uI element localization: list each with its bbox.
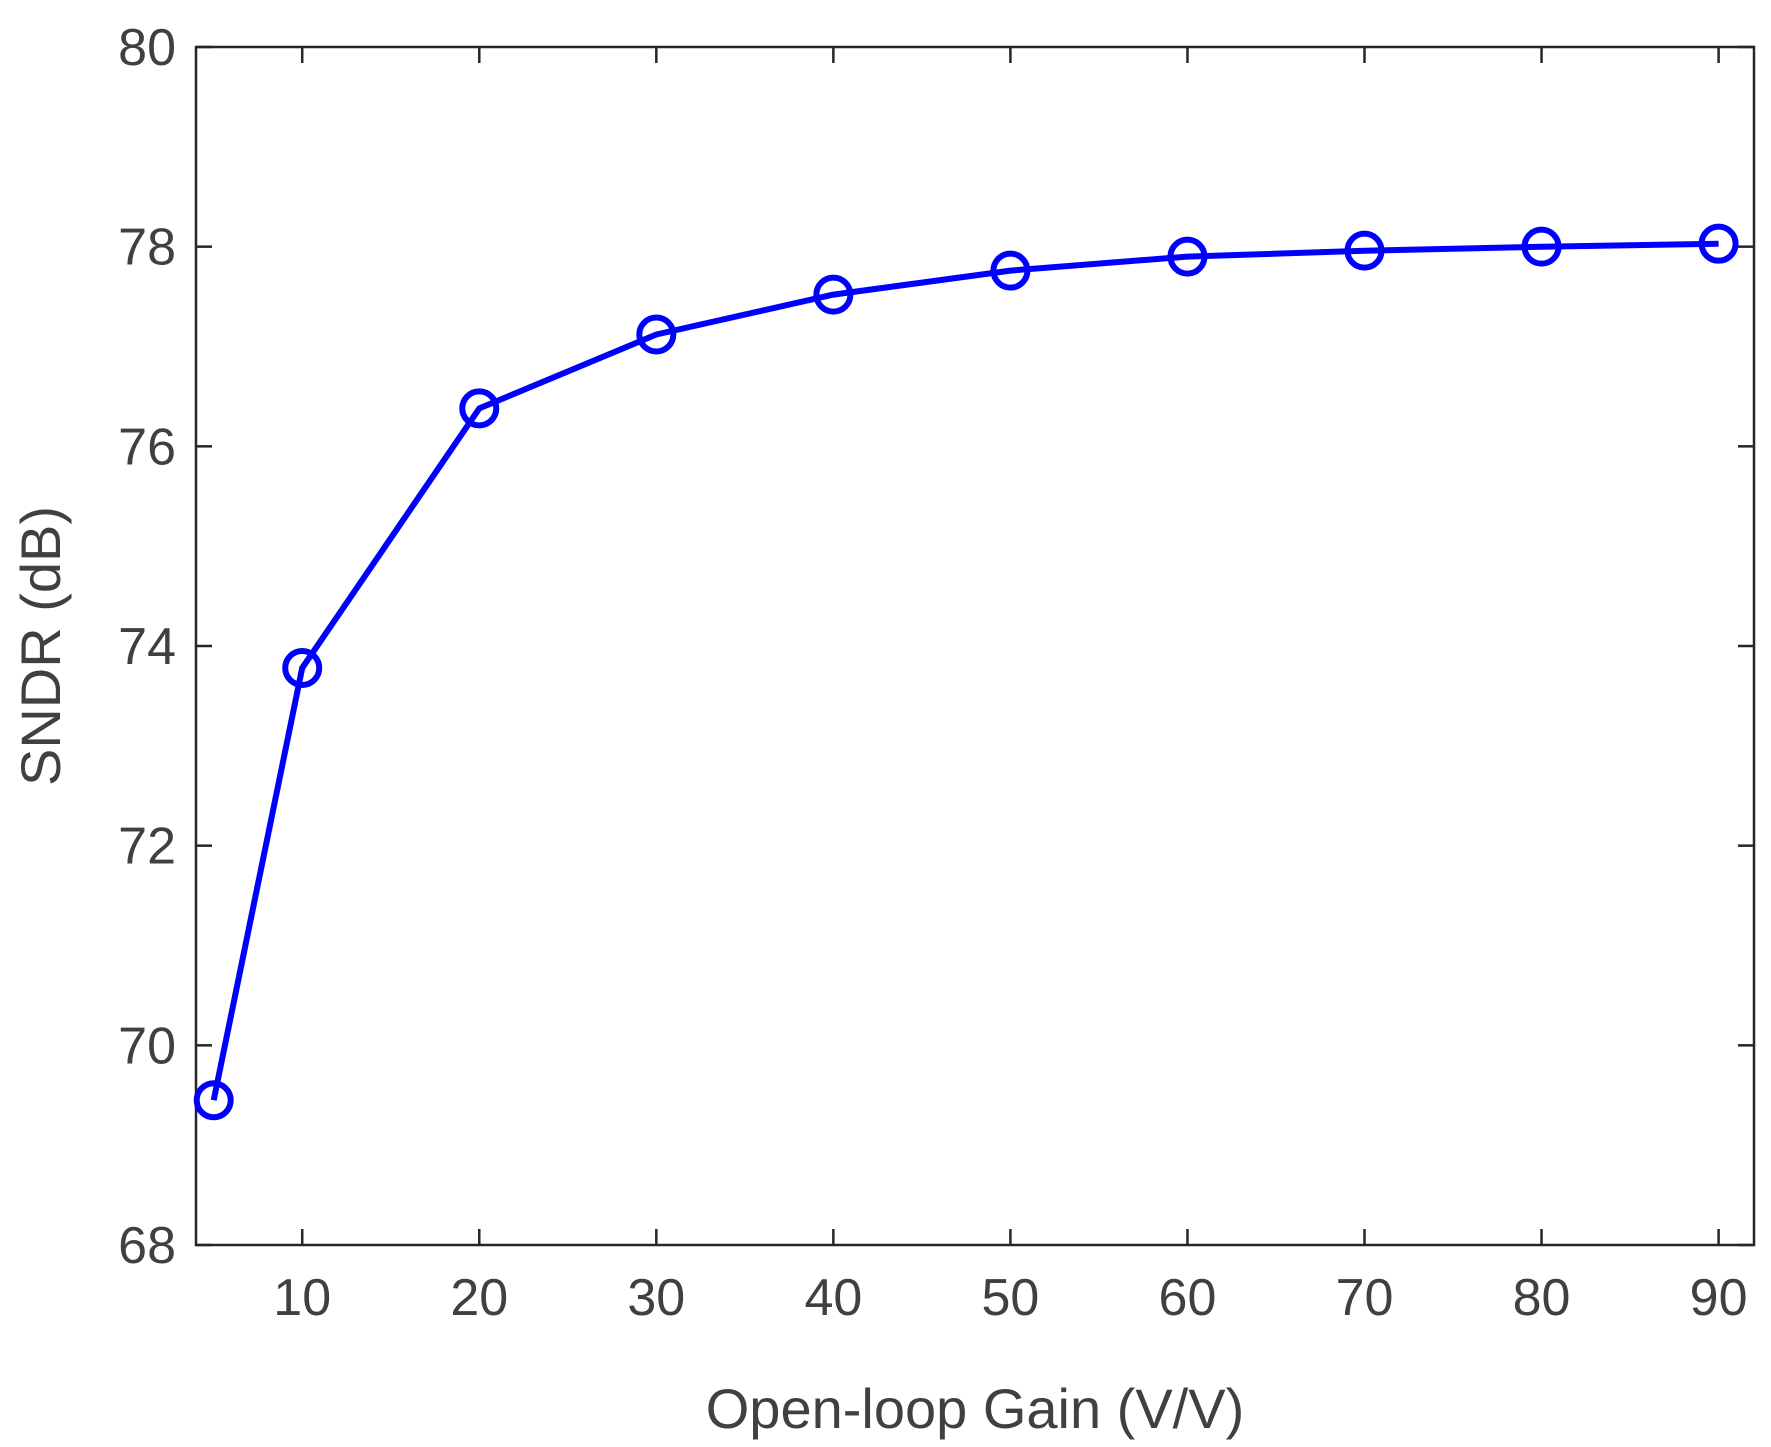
- x-tick-label: 40: [804, 1269, 862, 1327]
- series-line: [210, 240, 1719, 1101]
- data-point-marker: [813, 274, 854, 315]
- data-point-marker: [1521, 226, 1562, 267]
- y-tick-label: 70: [118, 1017, 176, 1075]
- data-point-marker: [1167, 236, 1208, 277]
- y-tick-label: 74: [118, 618, 176, 676]
- y-tick-label: 72: [118, 818, 176, 876]
- axis-ticks: [196, 45, 1754, 1247]
- x-tick-label: 90: [1690, 1269, 1748, 1327]
- x-tick-label: 70: [1336, 1269, 1394, 1327]
- data-point-marker: [282, 647, 323, 688]
- y-tick-label: 80: [118, 19, 176, 77]
- x-tick-label: 50: [981, 1269, 1039, 1327]
- x-tick-label: 20: [450, 1269, 508, 1327]
- data-point-marker: [193, 1080, 234, 1121]
- y-tick-label: 78: [118, 219, 176, 277]
- y-tick-label: 76: [118, 418, 176, 476]
- plot-area: [196, 47, 1754, 1245]
- x-tick-label: 10: [273, 1269, 331, 1327]
- axes-box: [194, 45, 1756, 1247]
- data-point-marker: [636, 314, 677, 355]
- x-tick-label: 30: [627, 1269, 685, 1327]
- data-point-marker: [990, 250, 1031, 291]
- data-point-marker: [1344, 230, 1385, 271]
- x-tick-label: 80: [1513, 1269, 1571, 1327]
- data-point-marker: [459, 388, 500, 429]
- data-series: [193, 223, 1739, 1121]
- x-axis-label: Open-loop Gain (V/V): [706, 1377, 1244, 1440]
- y-tick-label: 68: [118, 1217, 176, 1275]
- x-tick-label: 60: [1159, 1269, 1217, 1327]
- y-axis-label: SNDR (dB): [9, 506, 72, 786]
- data-point-marker: [1698, 223, 1739, 264]
- tick-labels: 10 20 30 40 50 60 70 80 90 68 70 72 74 76 78 80: [118, 19, 1747, 1327]
